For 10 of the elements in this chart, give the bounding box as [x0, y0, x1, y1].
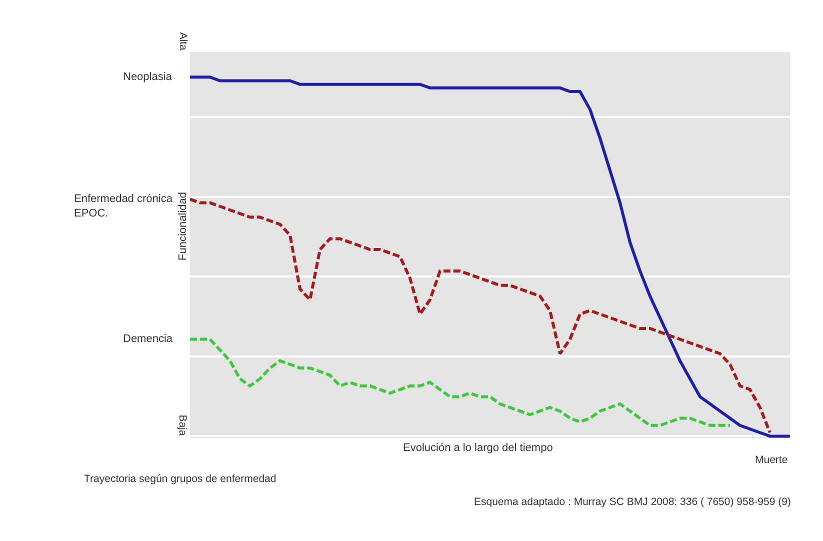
text: Alta [176, 32, 189, 50]
text: Muerte [755, 454, 788, 466]
series-label: Neoplasia [123, 71, 173, 83]
series-label: Demencia [123, 333, 174, 345]
series-label: Enfermedad crónica EPOC. [74, 193, 174, 220]
text: Trayectoria según grupos de enfermedad [84, 473, 276, 485]
text: Baja [176, 414, 188, 436]
text: Esquema adaptado : Murray SC BMJ 2008: 336 ( 7650) 958-959 (9) [474, 496, 791, 508]
y-axis-title: Funcionalidad [177, 192, 190, 260]
x-axis-title: Evolución a lo largo del tiempo [403, 442, 553, 454]
